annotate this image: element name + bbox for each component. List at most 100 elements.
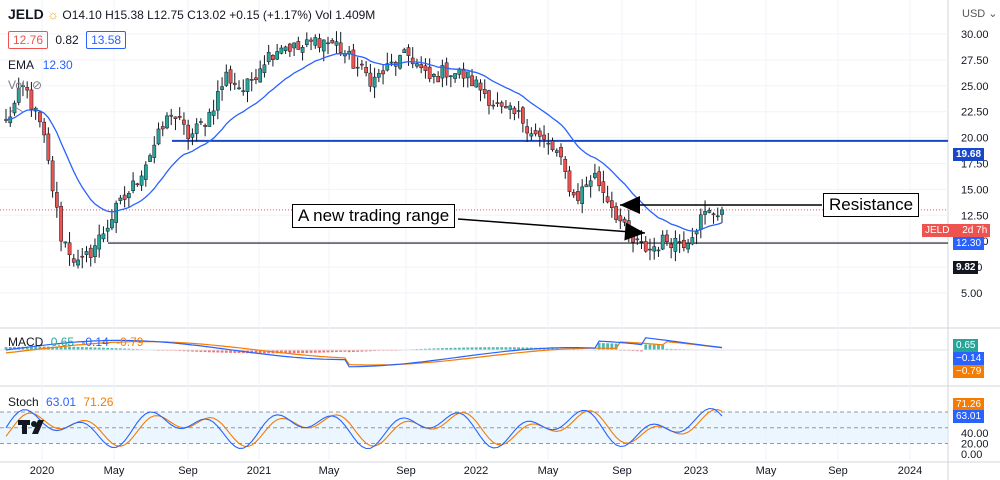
macd-histogram-bar [504, 347, 508, 350]
x-tick-label: May [756, 465, 777, 477]
candle-body [601, 181, 606, 193]
ema-label: EMA [8, 58, 34, 72]
macd-histogram-bar [601, 343, 605, 350]
candle-body [148, 155, 152, 162]
macd-histogram-bar [203, 350, 207, 353]
macd-histogram-bar [309, 350, 313, 353]
macd-histogram-bar [610, 343, 614, 350]
macd-histogram-bar [517, 347, 521, 350]
macd-histogram-bar [513, 347, 516, 350]
stoch-k-value: 63.01 [46, 395, 77, 409]
candle-body [135, 183, 140, 186]
candle-body [364, 67, 368, 74]
macd-histogram-bar [318, 350, 321, 353]
macd-histogram-bar [254, 350, 258, 354]
stoch-legend[interactable]: Stoch 63.01 71.26 [8, 395, 113, 409]
resistance-arrow [620, 196, 822, 214]
candle-body [271, 54, 275, 60]
macd-histogram-bar [364, 350, 368, 352]
collapse-chevron-icon[interactable]: ︿ [10, 99, 24, 114]
candle-body [110, 219, 114, 229]
candle-body [266, 52, 271, 63]
candle-body [372, 76, 377, 88]
macd-histogram-bar [669, 348, 673, 350]
macd-histogram-bar [356, 350, 360, 352]
candle-body [436, 75, 440, 83]
macd-histogram-bar [521, 347, 525, 350]
macd-histogram-bar [97, 347, 101, 350]
candle-body [389, 61, 394, 64]
macd-legend[interactable]: MACD 0.65 -0.14 -0.79 [8, 335, 143, 349]
macd-histogram-bar [508, 347, 512, 350]
macd-histogram-bar [123, 348, 127, 350]
macd-histogram-bar [34, 346, 38, 350]
x-tick-label: May [104, 465, 125, 477]
candle-body [275, 51, 279, 60]
candle-body [118, 197, 123, 201]
macd-line-tag: −0.14 [953, 352, 985, 365]
macd-histogram-bar [258, 350, 262, 354]
candle-body [690, 237, 695, 245]
candle-body [42, 121, 46, 136]
macd-histogram-bar [178, 350, 182, 352]
logo-slash [32, 420, 44, 434]
bid-price[interactable]: 12.76 [8, 31, 49, 49]
stoch-k-line [5, 407, 723, 450]
candle-body [643, 241, 648, 252]
stoch-tick-label: 20.00 [961, 439, 989, 451]
candle-body [440, 65, 445, 79]
x-tick-label: Sep [178, 465, 198, 477]
macd-histogram-bar [106, 347, 110, 350]
vol-legend[interactable]: Vol ⊘ [8, 78, 42, 92]
stoch-tick-label: 0.00 [961, 449, 982, 461]
candle-body [228, 69, 233, 84]
macd-histogram-bar [449, 347, 453, 350]
candle-body [571, 192, 576, 196]
macd-histogram-bar [8, 347, 12, 350]
candle-body [660, 234, 665, 250]
candle-body [584, 184, 589, 188]
ema-line [5, 52, 723, 232]
eye-off-icon[interactable]: ⊘ [32, 78, 43, 92]
candle-body [449, 75, 453, 77]
macd-signal-line [5, 340, 723, 366]
macd-histogram-bar [25, 346, 29, 350]
stoch-d-value: 71.26 [83, 395, 114, 409]
candle-body [563, 158, 568, 172]
macd-histogram-bar [51, 346, 55, 350]
candle-body [220, 86, 224, 90]
macd-histogram-bar [55, 346, 59, 350]
macd-histogram-bar [546, 348, 550, 350]
candle-body [313, 37, 318, 46]
macd-histogram-bar [233, 350, 237, 353]
candle-body [703, 211, 707, 215]
macd-histogram-bar [301, 350, 304, 354]
macd-histogram-bar [313, 350, 317, 353]
candle-body [410, 57, 415, 65]
macd-histogram-bar [652, 344, 656, 350]
candle-body [254, 77, 258, 81]
candle-body [182, 119, 186, 125]
macd-line-value: -0.14 [81, 335, 109, 349]
ask-price[interactable]: 13.58 [86, 31, 127, 49]
candle-body [288, 43, 292, 52]
candle-body [173, 116, 178, 119]
candle-body [567, 170, 572, 192]
macd-histogram-bar [250, 350, 254, 354]
candle-body [444, 62, 449, 78]
ticker-symbol[interactable]: JELD [8, 6, 44, 22]
ema-legend[interactable]: EMA 12.30 [8, 58, 73, 72]
candle-body [321, 39, 326, 52]
macd-histogram-bar [182, 350, 186, 352]
macd-histogram-bar [229, 350, 232, 353]
candle-body [122, 194, 127, 200]
candle-body [542, 134, 546, 140]
macd-histogram-bar [80, 347, 84, 350]
macd-histogram-bar [326, 350, 330, 353]
macd-histogram-bar [127, 348, 131, 350]
candle-body [355, 66, 360, 69]
trading-range-annotation: A new trading range [292, 204, 456, 228]
candle-body [635, 238, 640, 241]
currency-selector[interactable]: USD ⌄ [962, 7, 998, 20]
